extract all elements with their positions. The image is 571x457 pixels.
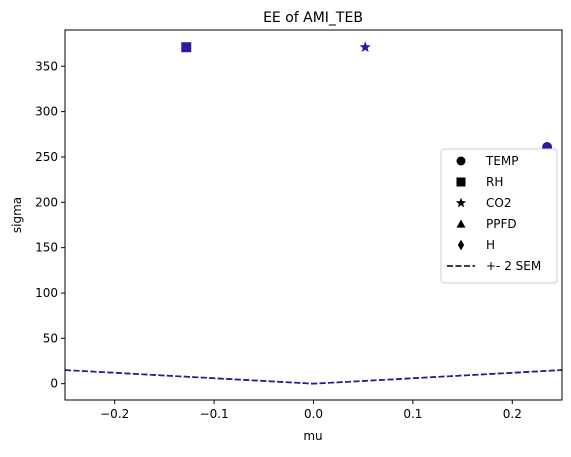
x-tick-label: −0.1 — [200, 407, 229, 421]
legend-label: RH — [486, 175, 503, 189]
chart-title: EE of AMI_TEB — [263, 10, 363, 26]
legend-label: +- 2 SEM — [486, 259, 541, 273]
legend: TEMP RH CO2 PPFD H +- 2 SEM — [440, 148, 558, 284]
legend-marker-circle — [456, 156, 466, 166]
legend-label: PPFD — [486, 217, 517, 231]
legend-label: H — [486, 238, 495, 252]
legend-label: CO2 — [486, 196, 511, 210]
y-tick-label: 50 — [43, 331, 58, 345]
legend-marker-square — [456, 177, 466, 187]
sem-line-layer — [65, 369, 562, 385]
y-tick-label: 200 — [35, 195, 58, 209]
legend-item: +- 2 SEM — [447, 259, 541, 273]
sem-line — [65, 369, 562, 385]
legend-marker-star — [455, 197, 467, 208]
y-tick-label: 350 — [35, 59, 58, 73]
x-tick-label: 0.0 — [304, 407, 323, 421]
legend-item: RH — [456, 175, 503, 189]
y-tick-label: 250 — [35, 150, 58, 164]
legend-item: H — [457, 238, 495, 252]
y-tick-label: 100 — [35, 286, 58, 300]
legend-marker-triangle — [456, 219, 466, 228]
legend-item: CO2 — [455, 196, 511, 210]
x-tick-label: 0.2 — [503, 407, 522, 421]
x-tick-label: −0.2 — [100, 407, 129, 421]
y-axis-label: sigma — [10, 197, 24, 233]
legend-marker-diamond — [457, 239, 465, 251]
y-tick-label: 300 — [35, 105, 58, 119]
x-axis: −0.2 −0.1 0.0 0.1 0.2 — [100, 400, 522, 421]
legend-item: PPFD — [456, 217, 517, 231]
y-tick-label: 0 — [50, 377, 58, 391]
legend-item: TEMP — [456, 154, 519, 168]
sem-line-shadow — [65, 369, 562, 385]
data-point-rh — [181, 42, 192, 53]
y-axis: 0 50 100 150 200 250 300 350 — [35, 59, 65, 391]
y-tick-label: 150 — [35, 241, 58, 255]
x-axis-label: mu — [303, 429, 322, 443]
points-layer — [181, 41, 553, 152]
x-tick-label: 0.1 — [403, 407, 422, 421]
data-point-co2 — [359, 41, 371, 53]
legend-box — [440, 148, 558, 284]
legend-label: TEMP — [485, 154, 519, 168]
